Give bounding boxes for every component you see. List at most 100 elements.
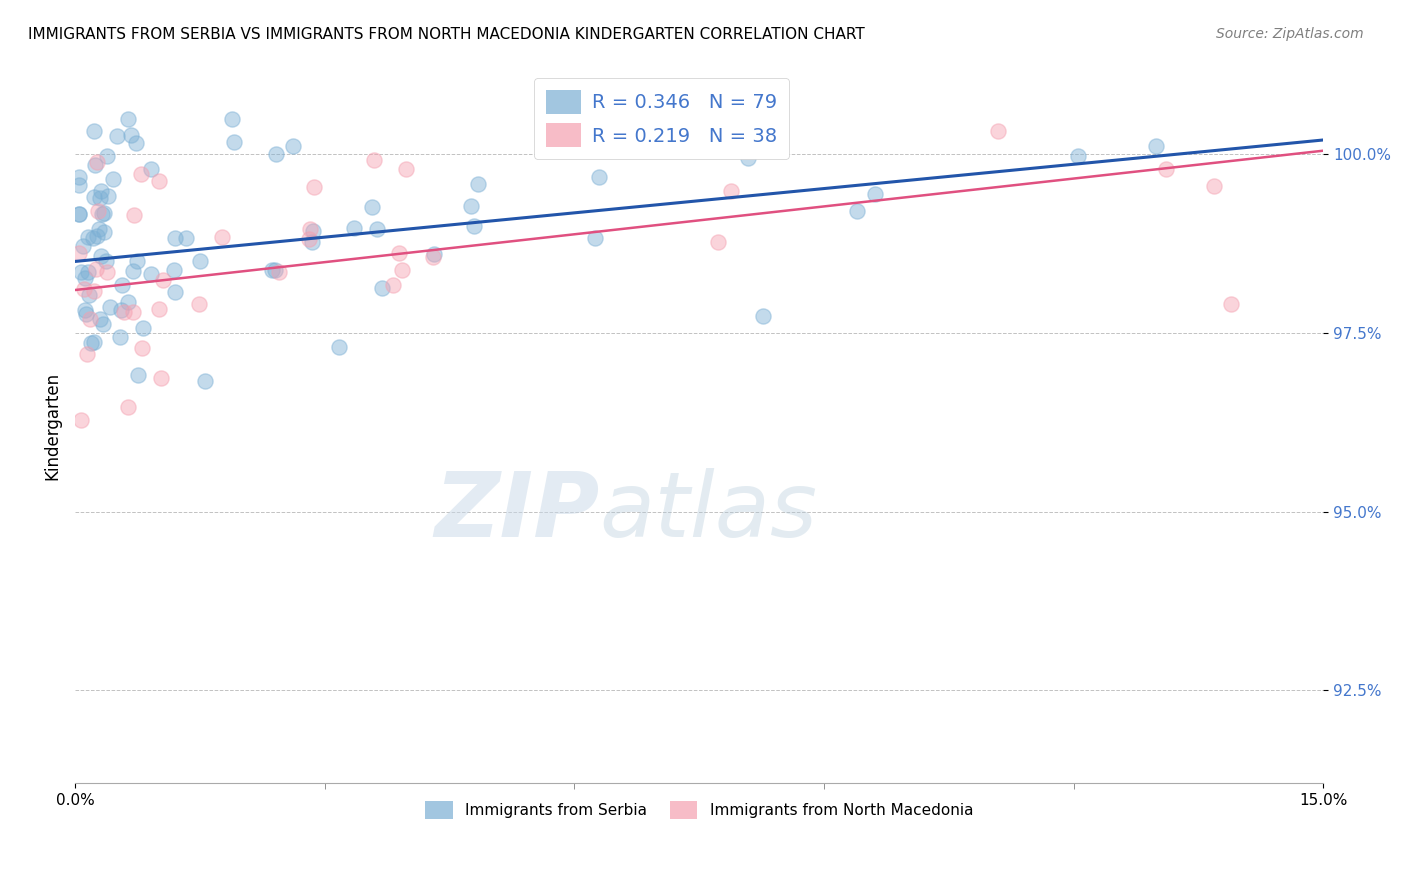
- Point: [122, 305, 145, 319]
- Point: [73, 303, 96, 318]
- Point: [283, 139, 305, 153]
- Point: [302, 224, 325, 238]
- Point: [73, 281, 96, 295]
- Point: [221, 112, 243, 126]
- Point: [84, 261, 107, 276]
- Point: [176, 231, 198, 245]
- Point: [90, 250, 112, 264]
- Point: [70, 265, 93, 279]
- Point: [263, 263, 285, 277]
- Point: [423, 247, 446, 261]
- Point: [583, 230, 606, 244]
- Point: [260, 263, 283, 277]
- Point: [87, 221, 110, 235]
- Point: [117, 295, 139, 310]
- Text: IMMIGRANTS FROM SERBIA VS IMMIGRANTS FROM NORTH MACEDONIA KINDERGARTEN CORRELATI: IMMIGRANTS FROM SERBIA VS IMMIGRANTS FRO…: [28, 27, 865, 42]
- Point: [100, 300, 122, 314]
- Point: [361, 200, 384, 214]
- Point: [846, 203, 869, 218]
- Point: [96, 149, 118, 163]
- Point: [72, 239, 94, 253]
- Point: [67, 207, 90, 221]
- Point: [371, 281, 394, 295]
- Point: [125, 254, 148, 268]
- Point: [460, 199, 482, 213]
- Point: [1202, 178, 1225, 193]
- Point: [139, 162, 162, 177]
- Point: [1144, 139, 1167, 153]
- Point: [86, 228, 108, 243]
- Point: [75, 307, 97, 321]
- Point: [87, 204, 110, 219]
- Point: [863, 187, 886, 202]
- Point: [706, 235, 728, 250]
- Point: [129, 167, 152, 181]
- Point: [366, 222, 388, 236]
- Point: [89, 312, 111, 326]
- Point: [1220, 296, 1243, 310]
- Point: [70, 413, 93, 427]
- Point: [467, 177, 489, 191]
- Point: [266, 147, 288, 161]
- Point: [1154, 161, 1177, 176]
- Point: [83, 123, 105, 137]
- Legend: Immigrants from Serbia, Immigrants from North Macedonia: Immigrants from Serbia, Immigrants from …: [419, 795, 979, 825]
- Point: [112, 305, 135, 319]
- Point: [96, 265, 118, 279]
- Point: [194, 374, 217, 388]
- Point: [77, 265, 100, 279]
- Point: [150, 370, 173, 384]
- Point: [82, 230, 104, 244]
- Point: [67, 245, 90, 260]
- Point: [132, 321, 155, 335]
- Point: [395, 162, 418, 177]
- Point: [84, 158, 107, 172]
- Point: [148, 301, 170, 316]
- Point: [163, 285, 186, 299]
- Point: [267, 265, 290, 279]
- Point: [131, 341, 153, 355]
- Point: [298, 232, 321, 246]
- Point: [83, 285, 105, 299]
- Point: [141, 267, 163, 281]
- Point: [121, 264, 143, 278]
- Point: [93, 225, 115, 239]
- Point: [301, 235, 323, 250]
- Point: [1066, 149, 1088, 163]
- Point: [328, 340, 350, 354]
- Point: [103, 172, 125, 186]
- Point: [94, 253, 117, 268]
- Point: [188, 297, 211, 311]
- Text: ZIP: ZIP: [434, 467, 599, 556]
- Point: [152, 273, 174, 287]
- Point: [751, 309, 773, 323]
- Point: [91, 318, 114, 332]
- Point: [304, 180, 326, 194]
- Point: [73, 270, 96, 285]
- Point: [162, 262, 184, 277]
- Point: [86, 154, 108, 169]
- Point: [125, 136, 148, 151]
- Point: [122, 208, 145, 222]
- Point: [83, 190, 105, 204]
- Y-axis label: Kindergarten: Kindergarten: [44, 372, 60, 480]
- Point: [163, 231, 186, 245]
- Point: [588, 170, 610, 185]
- Point: [97, 188, 120, 202]
- Point: [67, 178, 90, 193]
- Point: [83, 334, 105, 349]
- Point: [117, 401, 139, 415]
- Point: [76, 347, 98, 361]
- Point: [737, 152, 759, 166]
- Point: [93, 205, 115, 219]
- Point: [108, 330, 131, 344]
- Point: [111, 278, 134, 293]
- Point: [89, 191, 111, 205]
- Point: [91, 207, 114, 221]
- Point: [391, 263, 413, 277]
- Point: [90, 184, 112, 198]
- Point: [80, 335, 103, 350]
- Point: [79, 312, 101, 326]
- Point: [222, 135, 245, 149]
- Point: [422, 250, 444, 264]
